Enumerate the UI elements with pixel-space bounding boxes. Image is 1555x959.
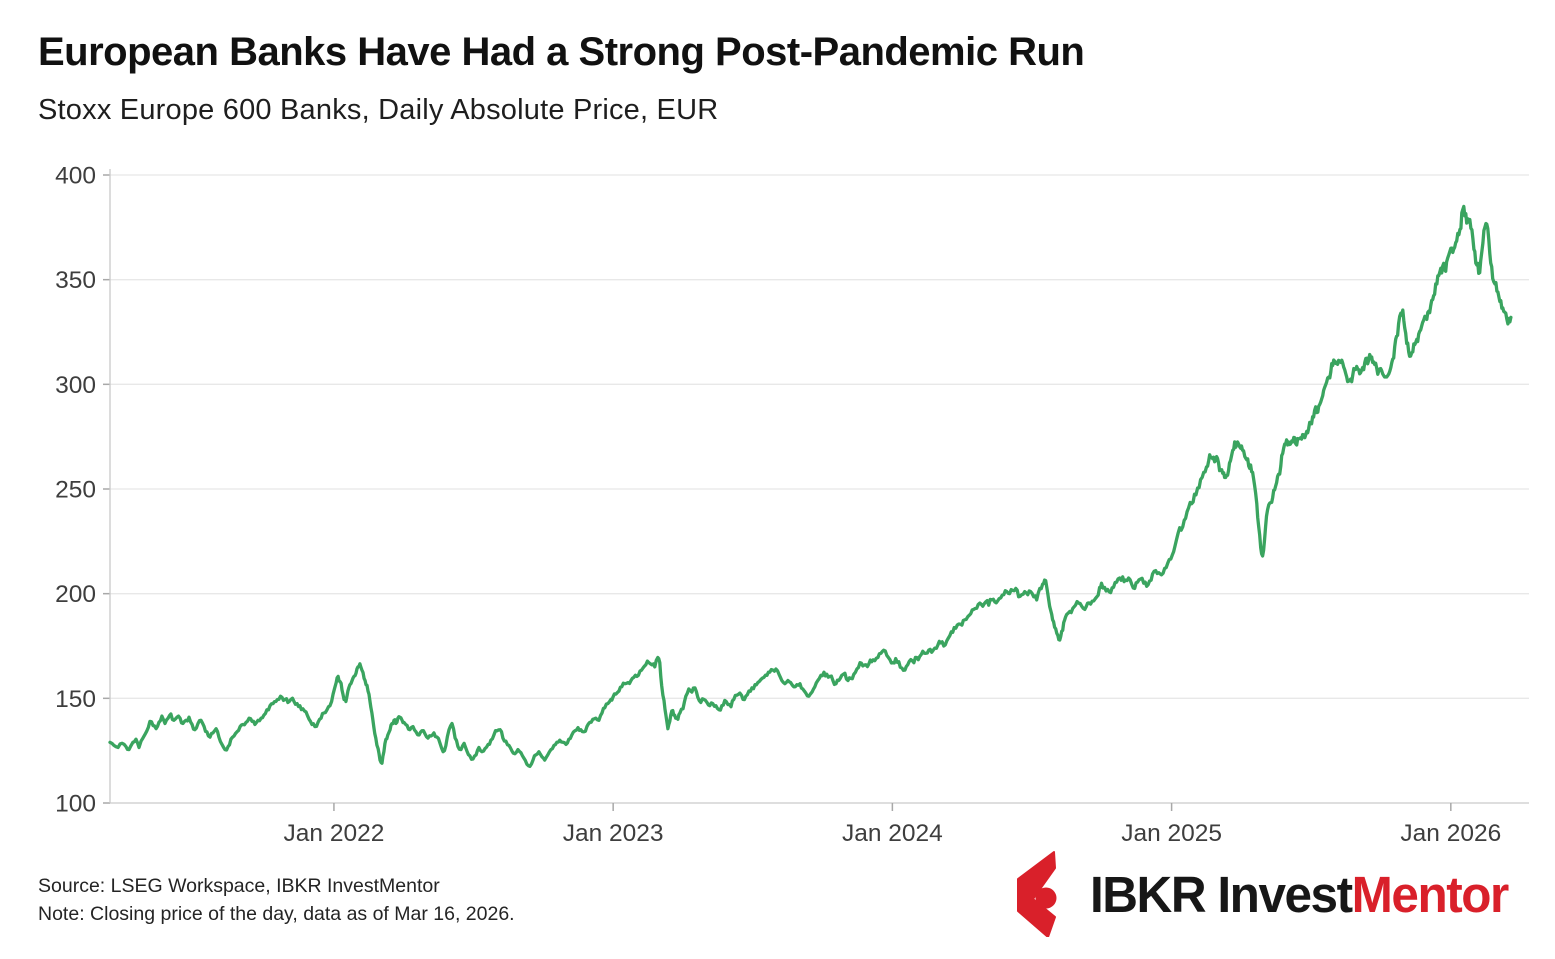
y-tick-label: 150 xyxy=(55,686,96,713)
page-subtitle: Stoxx Europe 600 Banks, Daily Absolute P… xyxy=(38,94,719,126)
y-tick-label: 100 xyxy=(55,791,96,818)
y-tick-label: 250 xyxy=(55,477,96,504)
y-tick-label: 350 xyxy=(55,267,96,294)
x-tick-label: Jan 2023 xyxy=(563,820,664,847)
x-tick-label: Jan 2026 xyxy=(1400,820,1501,847)
y-tick-label: 200 xyxy=(55,581,96,608)
page-title: European Banks Have Had a Strong Post-Pa… xyxy=(38,30,1085,74)
ibkr-investmentor-logo: IBKR InvestMentor xyxy=(1012,848,1521,940)
x-tick-label: Jan 2022 xyxy=(284,820,385,847)
ibkr-spike-mark-icon xyxy=(1017,851,1057,937)
price-line-chart: 100 150 200 250 300 350 400 Jan 2022 Jan 2023 Jan… xyxy=(55,163,1529,847)
source-note: Source: LSEG Workspace, IBKR InvestMento… xyxy=(38,875,440,897)
y-tick-label: 400 xyxy=(55,163,96,190)
logo-text-red: Mentor xyxy=(1351,865,1510,923)
footer-notes: Source: LSEG Workspace, IBKR InvestMento… xyxy=(38,872,515,928)
x-tick-label: Jan 2024 xyxy=(842,820,943,847)
logo-text-black: IBKR Invest xyxy=(1090,865,1353,923)
y-tick-label: 300 xyxy=(55,372,96,399)
price-line-series xyxy=(108,204,1513,769)
logo-wordmark: IBKR InvestMentor xyxy=(1090,865,1510,924)
x-tick-label: Jan 2025 xyxy=(1121,820,1222,847)
data-note: Note: Closing price of the day, data as … xyxy=(38,903,515,925)
